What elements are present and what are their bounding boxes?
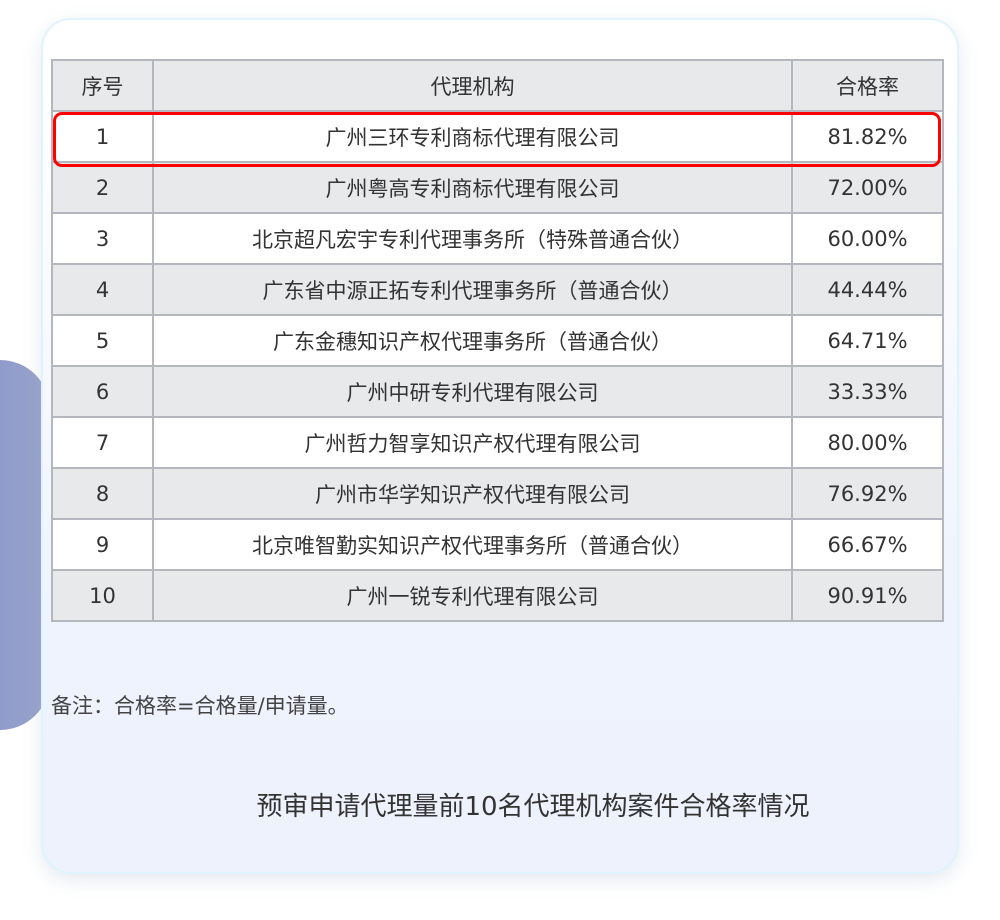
header-pass-rate: 合格率 (791, 59, 944, 112)
cell-index: 5 (51, 314, 154, 367)
table-row: 9 北京唯智勤实知识产权代理事务所（普通合伙） 66.67% (51, 518, 944, 571)
cell-index: 10 (51, 569, 154, 622)
cell-agency: 广东金穗知识产权代理事务所（普通合伙） (152, 314, 793, 367)
cell-agency: 北京超凡宏宇专利代理事务所（特殊普通合伙） (152, 212, 793, 265)
cell-pass-rate: 81.82% (791, 110, 944, 163)
cell-pass-rate: 33.33% (791, 365, 944, 418)
table-header-row: 序号 代理机构 合格率 (51, 59, 944, 112)
table-row: 1 广州三环专利商标代理有限公司 81.82% (51, 110, 944, 163)
cell-pass-rate: 44.44% (791, 263, 944, 316)
cell-pass-rate: 80.00% (791, 416, 944, 469)
cell-index: 8 (51, 467, 154, 520)
cell-pass-rate: 64.71% (791, 314, 944, 367)
table-row: 10 广州一锐专利代理有限公司 90.91% (51, 569, 944, 622)
cell-pass-rate: 76.92% (791, 467, 944, 520)
pass-rate-table: 序号 代理机构 合格率 1 广州三环专利商标代理有限公司 81.82% 2 广州粤高专利… (51, 59, 944, 622)
header-index: 序号 (51, 59, 154, 112)
cell-index: 7 (51, 416, 154, 469)
cell-pass-rate: 72.00% (791, 161, 944, 214)
cell-index: 2 (51, 161, 154, 214)
table-row: 5 广东金穗知识产权代理事务所（普通合伙） 64.71% (51, 314, 944, 367)
cell-agency: 广州哲力智享知识产权代理有限公司 (152, 416, 793, 469)
cell-index: 6 (51, 365, 154, 418)
header-agency: 代理机构 (152, 59, 793, 112)
table-row: 2 广州粤高专利商标代理有限公司 72.00% (51, 161, 944, 214)
cell-index: 4 (51, 263, 154, 316)
cell-index: 1 (51, 110, 154, 163)
cell-index: 9 (51, 518, 154, 571)
cell-agency: 广州市华学知识产权代理有限公司 (152, 467, 793, 520)
table-row: 6 广州中研专利代理有限公司 33.33% (51, 365, 944, 418)
cell-pass-rate: 60.00% (791, 212, 944, 265)
cell-agency: 北京唯智勤实知识产权代理事务所（普通合伙） (152, 518, 793, 571)
table-row: 8 广州市华学知识产权代理有限公司 76.92% (51, 467, 944, 520)
cell-agency: 广州中研专利代理有限公司 (152, 365, 793, 418)
table-row: 3 北京超凡宏宇专利代理事务所（特殊普通合伙） 60.00% (51, 212, 944, 265)
cell-agency: 广东省中源正拓专利代理事务所（普通合伙） (152, 263, 793, 316)
cell-agency: 广州一锐专利代理有限公司 (152, 569, 793, 622)
cell-pass-rate: 90.91% (791, 569, 944, 622)
note: 备注：合格率=合格量/申请量。 (51, 694, 349, 718)
cell-agency: 广州三环专利商标代理有限公司 (152, 110, 793, 163)
cell-pass-rate: 66.67% (791, 518, 944, 571)
table-row: 4 广东省中源正拓专利代理事务所（普通合伙） 44.44% (51, 263, 944, 316)
cell-agency: 广州粤高专利商标代理有限公司 (152, 161, 793, 214)
cell-index: 3 (51, 212, 154, 265)
caption: 预审申请代理量前10名代理机构案件合格率情况 (256, 792, 810, 822)
table-row: 7 广州哲力智享知识产权代理有限公司 80.00% (51, 416, 944, 469)
